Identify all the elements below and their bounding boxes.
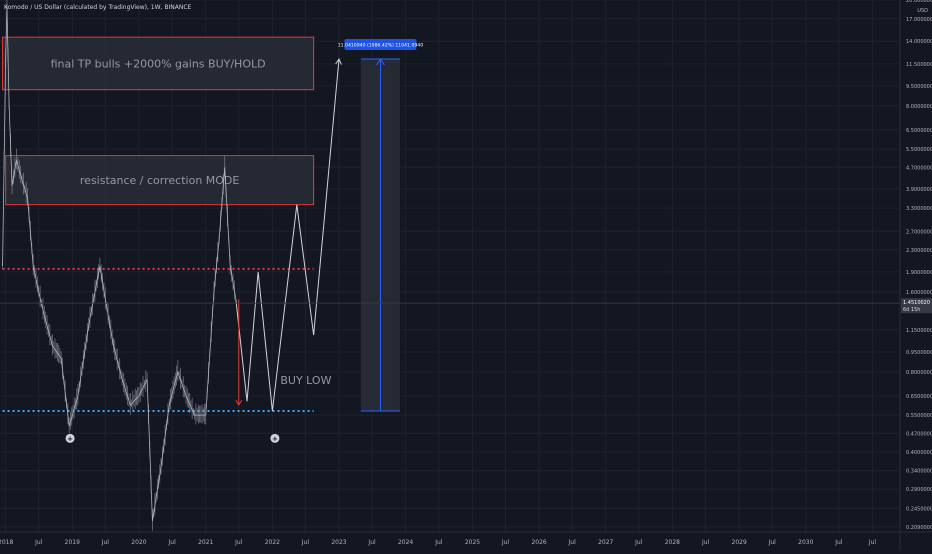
y-tick-label: 0.3400000	[906, 469, 932, 475]
x-tick-label: 2020	[131, 539, 146, 546]
x-tick-label: 2030	[798, 539, 813, 546]
y-tick-label: 0.4000000	[906, 450, 932, 456]
currency-label: USD	[917, 8, 928, 14]
x-tick-label: Jul	[101, 539, 110, 546]
x-tick-label: Jul	[834, 539, 843, 546]
current-price-box	[901, 298, 932, 314]
y-tick-label: 3.3000000	[906, 206, 932, 212]
projection-arrowhead	[335, 57, 342, 65]
x-tick-label: 2023	[331, 539, 346, 546]
x-tick-label: 2026	[531, 539, 546, 546]
x-tick-label: Jul	[367, 539, 376, 546]
y-tick-label: 0.2900000	[906, 487, 932, 493]
y-tick-label: 0.2090000	[906, 525, 932, 531]
y-tick-label: 5.5000000	[906, 147, 932, 153]
x-tick-label: Jul	[234, 539, 243, 546]
x-tick-label: 2021	[198, 539, 213, 546]
y-tick-label: 0.9500000	[906, 350, 932, 356]
symbol-title[interactable]: Komodo / US Dollar (calculated by Tradin…	[4, 4, 192, 11]
y-tick-label: 20.0000000	[906, 0, 932, 4]
x-tick-label: Jul	[568, 539, 577, 546]
y-tick-label: 17.0000000	[906, 17, 932, 23]
y-tick-label: 3.9000000	[906, 187, 932, 193]
x-tick-label: Jul	[634, 539, 643, 546]
marker-glyph: +	[67, 435, 73, 443]
x-tick-label: Jul	[301, 539, 310, 546]
x-tick-label: Jul	[501, 539, 510, 546]
x-tick-label: 2025	[465, 539, 480, 546]
y-tick-label: 0.4700000	[906, 431, 932, 437]
y-tick-label: 14.0000000	[906, 39, 932, 45]
measure-arrowhead	[376, 58, 385, 66]
price-series-line	[2, 5, 237, 522]
x-tick-label: Jul	[701, 539, 710, 546]
measure-label: 11.0410940 (1986.42%) 11041.0940	[338, 43, 423, 49]
y-tick-label: 6.5000000	[906, 128, 932, 134]
x-tick-label: Jul	[434, 539, 443, 546]
y-tick-label: 0.6500000	[906, 394, 932, 400]
y-tick-label: 0.2450000	[906, 507, 932, 513]
marker-circle	[65, 433, 75, 443]
y-tick-label: 2.7000000	[906, 229, 932, 235]
zone-box	[5, 155, 315, 206]
y-tick-label: 1.9000000	[906, 270, 932, 276]
zone-label: final TP bulls +2000% gains BUY/HOLD	[51, 57, 266, 70]
x-tick-label: Jul	[34, 539, 43, 546]
x-tick-label: 2024	[398, 539, 413, 546]
y-tick-label: 8.0000000	[906, 104, 932, 110]
y-tick-label: 9.5000000	[906, 84, 932, 90]
x-tick-label: 2029	[732, 539, 747, 546]
y-tick-label: 2.3000000	[906, 248, 932, 254]
current-price-value: 1.4510020	[903, 300, 930, 306]
down-arrow-head	[235, 399, 243, 407]
x-tick-label: Jul	[868, 539, 877, 546]
x-tick-label: Jul	[768, 539, 777, 546]
marker-glyph: +	[272, 435, 278, 443]
measure-label-box	[344, 39, 417, 51]
y-tick-label: 11.5000000	[906, 62, 932, 68]
zone-label: resistance / correction MODE	[80, 174, 239, 187]
zone-box	[2, 36, 315, 91]
y-tick-label: 0.8000000	[906, 370, 932, 376]
x-tick-label: 2028	[665, 539, 680, 546]
y-tick-label: 4.7000000	[906, 165, 932, 171]
marker-circle	[270, 433, 280, 443]
y-tick-label: 1.1500000	[906, 328, 932, 334]
x-tick-label: 2022	[265, 539, 280, 546]
projection-path	[235, 58, 340, 412]
x-tick-label: 2019	[65, 539, 80, 546]
x-tick-label: Jul	[168, 539, 177, 546]
annotation-label: BUY LOW	[280, 374, 331, 387]
x-tick-label: 2018	[0, 539, 13, 546]
current-price-countdown: 6d 15h	[903, 307, 920, 313]
y-tick-label: 0.5500000	[906, 413, 932, 419]
x-tick-label: 2027	[598, 539, 613, 546]
y-tick-label: 1.6000000	[906, 290, 932, 296]
